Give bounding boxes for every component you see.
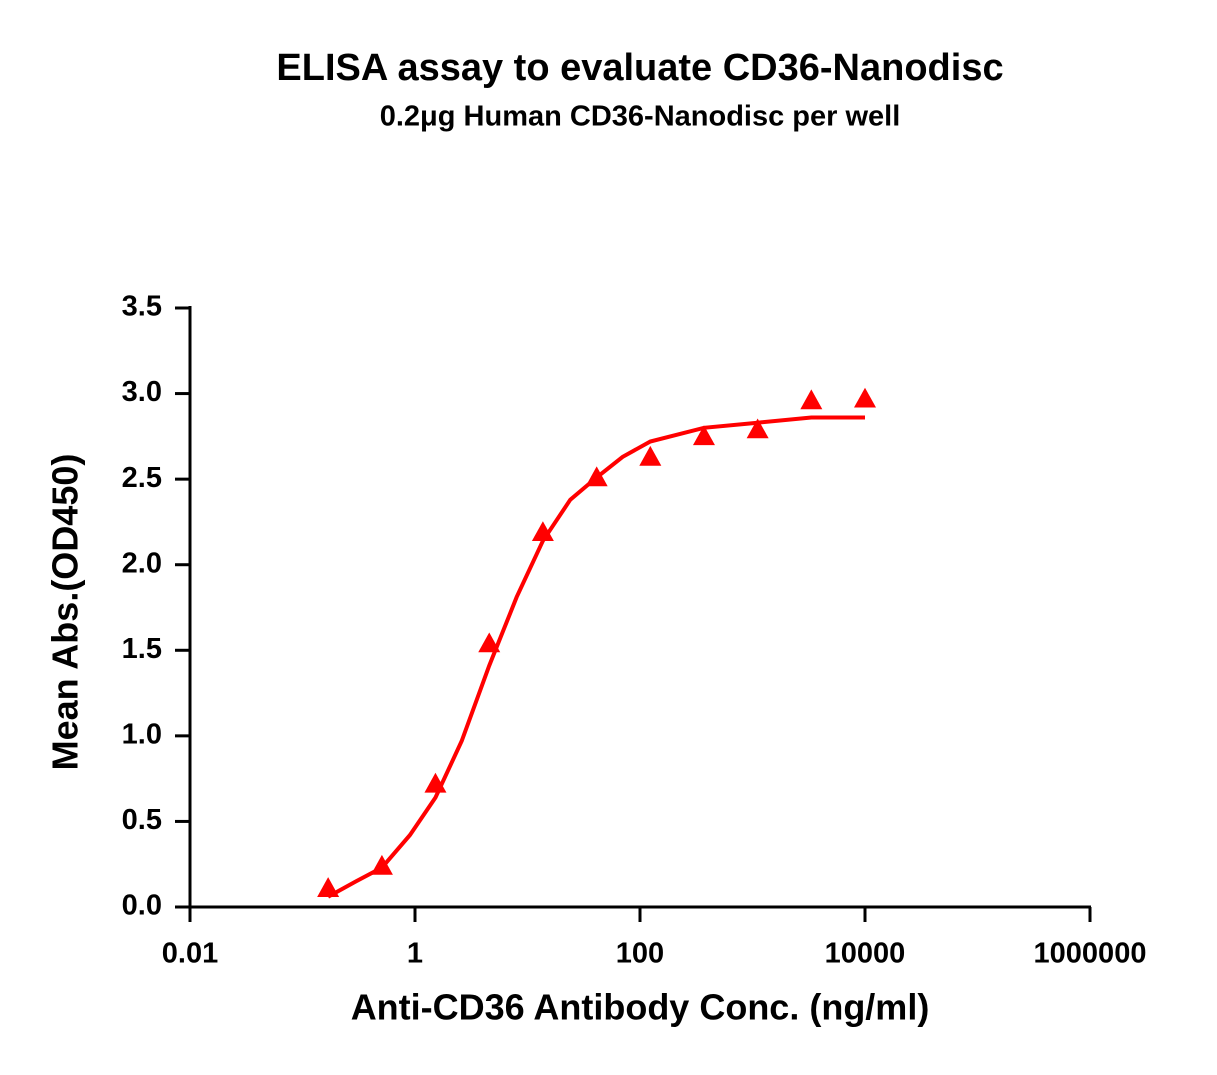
data-point xyxy=(639,445,662,466)
y-tick-label: 0.0 xyxy=(122,890,162,922)
data-point xyxy=(746,418,769,439)
y-tick-label: 1.5 xyxy=(122,633,162,665)
x-tick-label: 100 xyxy=(616,938,664,970)
chart-title: ELISA assay to evaluate CD36-Nanodisc xyxy=(276,47,1003,89)
data-point xyxy=(800,389,823,410)
data-point xyxy=(317,877,340,897)
y-tick-label: 3.5 xyxy=(122,291,162,323)
x-tick-label: 10000 xyxy=(825,938,906,970)
x-tick-label: 1000000 xyxy=(1034,938,1147,970)
x-tick-label: 1 xyxy=(407,938,423,970)
data-point xyxy=(370,854,393,875)
y-tick-label: 2.5 xyxy=(122,462,162,494)
fit-curve xyxy=(327,415,865,899)
data-point xyxy=(854,387,876,408)
y-tick-label: 2.0 xyxy=(122,547,162,579)
data-point xyxy=(692,425,715,446)
x-tick-label: 0.01 xyxy=(162,938,218,970)
y-tick-label: 1.0 xyxy=(122,719,162,751)
y-axis-label: Mean Abs.(OD450) xyxy=(45,454,86,771)
data-point xyxy=(424,772,447,793)
data-point xyxy=(531,521,554,541)
chart-subtitle: 0.2μg Human CD36-Nanodisc per well xyxy=(380,101,901,133)
data-point xyxy=(478,632,501,653)
x-axis-label: Anti-CD36 Antibody Conc. (ng/ml) xyxy=(351,987,930,1028)
y-tick-label: 0.5 xyxy=(122,804,162,836)
y-tick-label: 3.0 xyxy=(122,376,162,408)
data-point xyxy=(585,466,608,487)
